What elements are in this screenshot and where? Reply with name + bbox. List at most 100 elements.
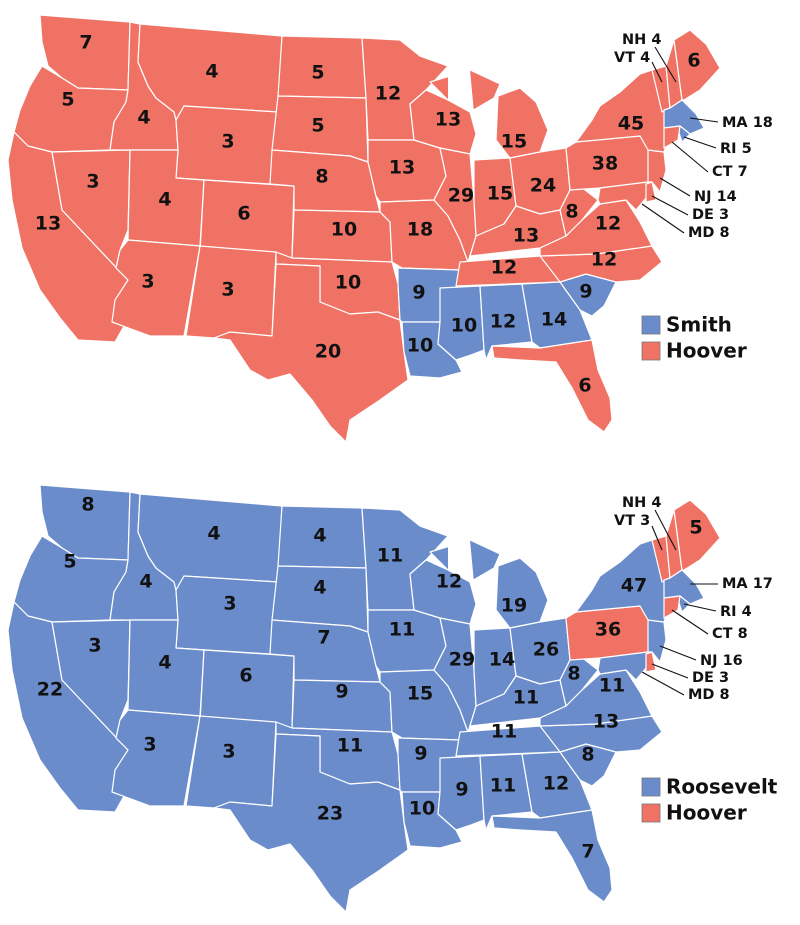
callout-nj: NJ 16 bbox=[700, 653, 743, 669]
label-me: 5 bbox=[689, 517, 702, 539]
leader-ri bbox=[683, 136, 717, 149]
label-ne: 8 bbox=[315, 166, 328, 188]
label-la: 10 bbox=[409, 798, 435, 820]
leader-nh bbox=[654, 46, 677, 83]
label-nv: 3 bbox=[86, 171, 99, 193]
callout-nh: NH 4 bbox=[622, 32, 661, 48]
label-il: 29 bbox=[448, 185, 474, 207]
label-or: 5 bbox=[61, 89, 74, 111]
leader-de bbox=[651, 195, 689, 216]
label-fl: 7 bbox=[581, 841, 594, 863]
label-fl: 6 bbox=[578, 375, 591, 397]
state-labels-1928: 7 5 13 4 3 4 3 4 6 3 3 5 5 8 10 10 20 12… bbox=[35, 32, 701, 397]
label-il: 29 bbox=[449, 649, 475, 671]
state-mi bbox=[495, 557, 549, 629]
state-il bbox=[433, 147, 477, 263]
label-mo: 18 bbox=[407, 219, 433, 241]
state-mi bbox=[495, 87, 549, 159]
label-wa: 7 bbox=[79, 32, 92, 54]
small-state-callouts-1932: NH 4 VT 3 MA 17 RI 4 CT 8 NJ 16 DE 3 MD … bbox=[614, 495, 773, 703]
leader-nj bbox=[659, 177, 691, 197]
legend-label-roosevelt: Roosevelt bbox=[666, 775, 778, 799]
state-az bbox=[111, 709, 201, 807]
label-tx: 20 bbox=[315, 341, 341, 363]
label-ky: 11 bbox=[513, 687, 539, 709]
label-ar: 9 bbox=[414, 743, 427, 765]
label-nm: 3 bbox=[221, 279, 234, 301]
state-fl bbox=[491, 809, 613, 903]
callout-ct: CT 8 bbox=[712, 626, 748, 642]
callout-nj: NJ 14 bbox=[694, 189, 737, 205]
legend-label-hoover: Hoover bbox=[666, 339, 747, 363]
state-tx bbox=[213, 733, 409, 913]
label-ia: 11 bbox=[389, 619, 415, 641]
leader-de bbox=[651, 663, 689, 679]
label-tx: 23 bbox=[317, 803, 343, 825]
state-co bbox=[199, 649, 295, 729]
leader-nh bbox=[654, 509, 677, 551]
label-ks: 10 bbox=[331, 219, 357, 241]
label-sc: 8 bbox=[581, 744, 594, 766]
label-wv: 8 bbox=[567, 663, 580, 685]
callout-nh: NH 4 bbox=[622, 495, 661, 511]
label-ut: 4 bbox=[158, 189, 171, 211]
legend-1932: Roosevelt Hoover bbox=[641, 775, 778, 825]
small-state-callouts-1928: NH 4 VT 4 MA 18 RI 5 CT 7 NJ 14 DE 3 MD … bbox=[614, 32, 773, 241]
label-nd: 4 bbox=[313, 525, 326, 547]
leader-ct bbox=[671, 141, 709, 173]
label-tn: 11 bbox=[491, 721, 517, 743]
great-lakes bbox=[448, 536, 498, 610]
state-az bbox=[111, 239, 201, 337]
label-nd: 5 bbox=[311, 62, 324, 84]
label-wa: 8 bbox=[81, 494, 94, 516]
label-mn: 11 bbox=[377, 545, 403, 567]
callout-de: DE 3 bbox=[692, 670, 729, 686]
label-nv: 3 bbox=[88, 635, 101, 657]
leader-md bbox=[641, 671, 685, 696]
label-az: 3 bbox=[141, 271, 154, 293]
label-nm: 3 bbox=[222, 741, 235, 763]
label-tn: 12 bbox=[491, 257, 517, 279]
state-wy bbox=[175, 575, 279, 655]
legend-swatch-hoover bbox=[641, 341, 661, 361]
label-mt: 4 bbox=[207, 523, 220, 545]
label-ut: 4 bbox=[158, 652, 171, 674]
label-ms: 9 bbox=[455, 779, 468, 801]
leader-ma bbox=[689, 117, 719, 123]
label-in: 15 bbox=[487, 183, 513, 205]
label-ny: 45 bbox=[618, 113, 644, 135]
state-labels-1932: 8 5 22 4 3 4 3 4 6 3 3 4 4 7 9 11 23 11 … bbox=[37, 494, 703, 863]
label-ny: 47 bbox=[621, 575, 647, 597]
label-va: 12 bbox=[595, 213, 621, 235]
label-wi: 13 bbox=[435, 109, 461, 131]
label-co: 6 bbox=[239, 665, 252, 687]
label-ok: 10 bbox=[335, 272, 361, 294]
legend-label-hoover: Hoover bbox=[666, 801, 747, 825]
state-il bbox=[433, 617, 477, 733]
map-1932: 8 5 22 4 3 4 3 4 6 3 3 4 4 7 9 11 23 11 … bbox=[7, 484, 778, 913]
label-oh: 24 bbox=[530, 175, 556, 197]
label-ar: 9 bbox=[412, 282, 425, 304]
callout-vt: VT 3 bbox=[614, 513, 650, 529]
label-mi: 19 bbox=[501, 595, 527, 617]
leader-ri bbox=[683, 603, 717, 612]
legend-label-smith: Smith bbox=[666, 313, 732, 337]
label-ca: 22 bbox=[37, 679, 63, 701]
label-mt: 4 bbox=[205, 61, 218, 83]
label-az: 3 bbox=[143, 734, 156, 756]
callout-ma: MA 18 bbox=[722, 115, 773, 131]
legend-1928: Smith Hoover bbox=[641, 313, 747, 363]
state-fl bbox=[491, 339, 613, 433]
label-pa: 38 bbox=[592, 153, 618, 175]
callout-ma: MA 17 bbox=[722, 576, 773, 592]
legend-swatch-roosevelt bbox=[641, 777, 661, 797]
leader-vt bbox=[651, 525, 663, 551]
leader-vt bbox=[651, 61, 663, 83]
map-1928: 7 5 13 4 3 4 3 4 6 3 3 5 5 8 10 10 20 12… bbox=[7, 14, 773, 443]
label-nc: 12 bbox=[591, 249, 617, 271]
leader-md bbox=[641, 203, 685, 234]
label-wv: 8 bbox=[565, 201, 578, 223]
label-oh: 26 bbox=[533, 639, 559, 661]
label-wy: 3 bbox=[223, 593, 236, 615]
